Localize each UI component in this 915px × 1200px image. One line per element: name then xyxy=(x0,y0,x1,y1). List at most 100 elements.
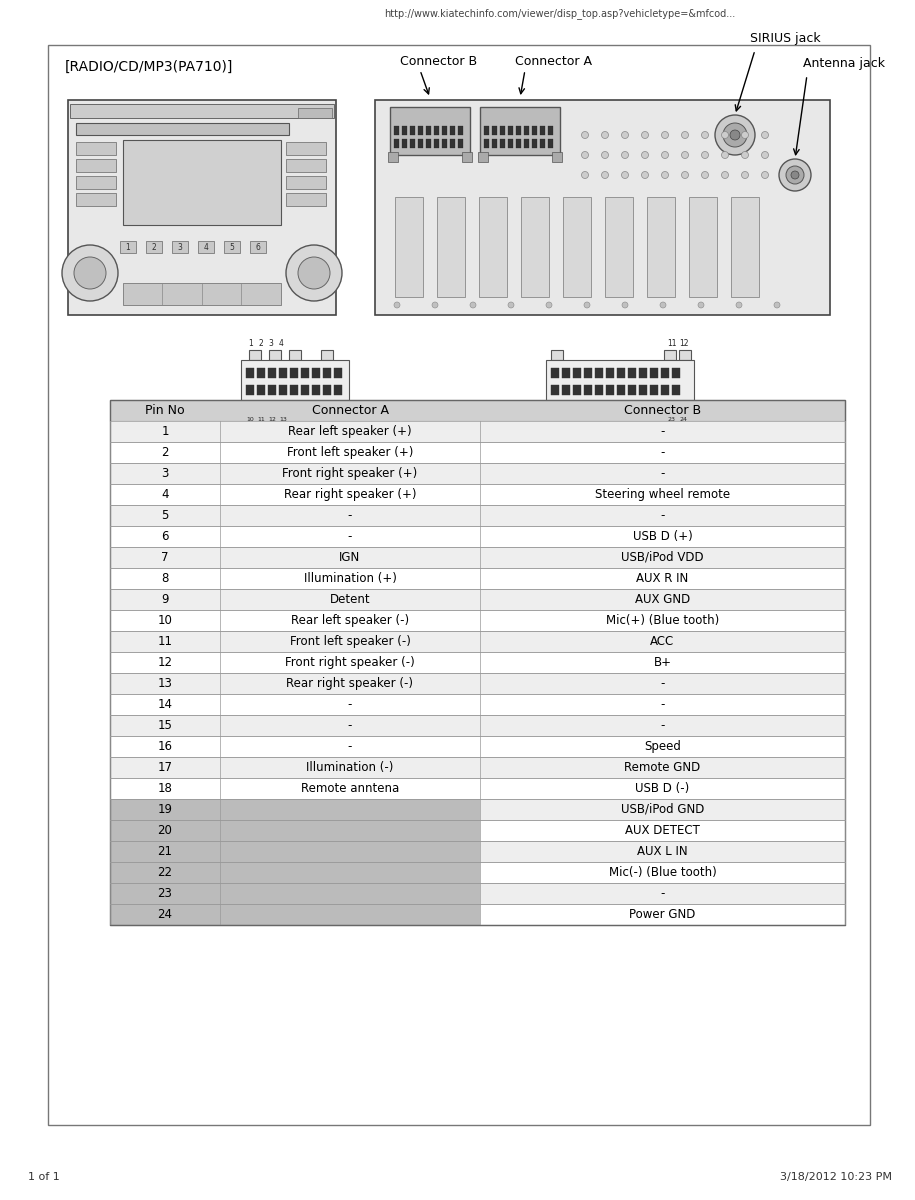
Circle shape xyxy=(741,132,748,138)
Circle shape xyxy=(582,172,588,179)
Text: IGN: IGN xyxy=(339,551,361,564)
Text: B+: B+ xyxy=(653,656,672,670)
Text: 4: 4 xyxy=(278,338,284,348)
Circle shape xyxy=(761,151,769,158)
Text: Front left speaker (+): Front left speaker (+) xyxy=(286,446,414,458)
Text: Connector A: Connector A xyxy=(311,404,389,416)
Bar xyxy=(516,126,521,134)
Circle shape xyxy=(660,302,666,308)
Bar xyxy=(290,385,298,395)
Bar xyxy=(286,158,326,172)
Bar xyxy=(279,368,287,378)
Bar xyxy=(110,547,220,568)
Bar xyxy=(480,820,845,841)
Text: SIRIUS jack: SIRIUS jack xyxy=(750,32,821,44)
Text: -: - xyxy=(661,509,664,522)
Bar xyxy=(532,126,537,134)
Bar xyxy=(76,158,116,172)
Bar xyxy=(672,385,680,395)
Circle shape xyxy=(722,172,728,179)
Text: Power GND: Power GND xyxy=(630,908,695,922)
Text: AUX L IN: AUX L IN xyxy=(637,845,688,858)
Text: 7: 7 xyxy=(161,551,168,564)
Bar xyxy=(480,421,845,442)
Bar xyxy=(246,385,254,395)
Bar xyxy=(321,350,333,360)
Bar xyxy=(484,126,489,134)
Circle shape xyxy=(601,172,608,179)
Circle shape xyxy=(736,302,742,308)
Text: 21: 21 xyxy=(157,845,173,858)
Circle shape xyxy=(741,151,748,158)
Bar xyxy=(220,904,480,925)
Bar xyxy=(123,283,281,305)
Text: Mic(+) (Blue tooth): Mic(+) (Blue tooth) xyxy=(606,614,719,626)
Bar xyxy=(76,176,116,188)
Text: Front right speaker (+): Front right speaker (+) xyxy=(283,467,417,480)
Text: ACC: ACC xyxy=(651,635,674,648)
Text: 3: 3 xyxy=(269,338,274,348)
Text: 3/18/2012 10:23 PM: 3/18/2012 10:23 PM xyxy=(780,1172,892,1182)
Text: -: - xyxy=(661,467,664,480)
Bar xyxy=(492,139,497,148)
Bar xyxy=(334,385,342,395)
Bar xyxy=(480,631,845,652)
Bar xyxy=(426,126,431,134)
Bar xyxy=(323,385,331,395)
Text: 23: 23 xyxy=(157,887,172,900)
Bar xyxy=(689,197,717,296)
Bar xyxy=(410,139,415,148)
Bar xyxy=(279,385,287,395)
Bar xyxy=(312,368,320,378)
Bar xyxy=(290,368,298,378)
Bar xyxy=(639,385,647,395)
Text: 6: 6 xyxy=(255,242,261,252)
Bar xyxy=(500,126,505,134)
Text: 24: 24 xyxy=(157,908,173,922)
Circle shape xyxy=(432,302,438,308)
Bar xyxy=(402,139,407,148)
Circle shape xyxy=(682,172,688,179)
Circle shape xyxy=(621,151,629,158)
Text: 18: 18 xyxy=(157,782,172,794)
Text: Rear right speaker (+): Rear right speaker (+) xyxy=(284,488,416,502)
Text: -: - xyxy=(661,446,664,458)
Bar xyxy=(450,126,455,134)
Bar xyxy=(76,193,116,206)
Circle shape xyxy=(774,302,780,308)
Bar xyxy=(110,841,220,862)
Bar xyxy=(268,385,276,395)
Bar xyxy=(220,883,480,904)
Text: 20: 20 xyxy=(157,824,172,838)
Circle shape xyxy=(722,151,728,158)
Text: AUX DETECT: AUX DETECT xyxy=(625,824,700,838)
Circle shape xyxy=(621,172,629,179)
Text: 1 of 1: 1 of 1 xyxy=(28,1172,59,1182)
Bar xyxy=(628,368,636,378)
Bar xyxy=(110,715,220,736)
Bar xyxy=(220,568,480,589)
Bar xyxy=(220,694,480,715)
Bar xyxy=(220,442,480,463)
Text: USB D (+): USB D (+) xyxy=(632,530,693,542)
Bar xyxy=(220,463,480,484)
Text: 10: 10 xyxy=(246,416,253,422)
Text: USB/iPod VDD: USB/iPod VDD xyxy=(621,551,704,564)
Bar xyxy=(661,385,669,395)
Bar xyxy=(375,100,830,314)
Circle shape xyxy=(74,257,106,289)
Text: -: - xyxy=(661,677,664,690)
Circle shape xyxy=(702,172,708,179)
Bar xyxy=(110,442,220,463)
Bar xyxy=(628,385,636,395)
Text: USB D (-): USB D (-) xyxy=(635,782,690,794)
Text: 5: 5 xyxy=(230,242,234,252)
Bar xyxy=(480,841,845,862)
Bar xyxy=(480,715,845,736)
Text: 1: 1 xyxy=(161,425,168,438)
Circle shape xyxy=(584,302,590,308)
Bar xyxy=(540,139,545,148)
Bar xyxy=(70,104,334,118)
Bar xyxy=(617,385,625,395)
Bar xyxy=(606,368,614,378)
